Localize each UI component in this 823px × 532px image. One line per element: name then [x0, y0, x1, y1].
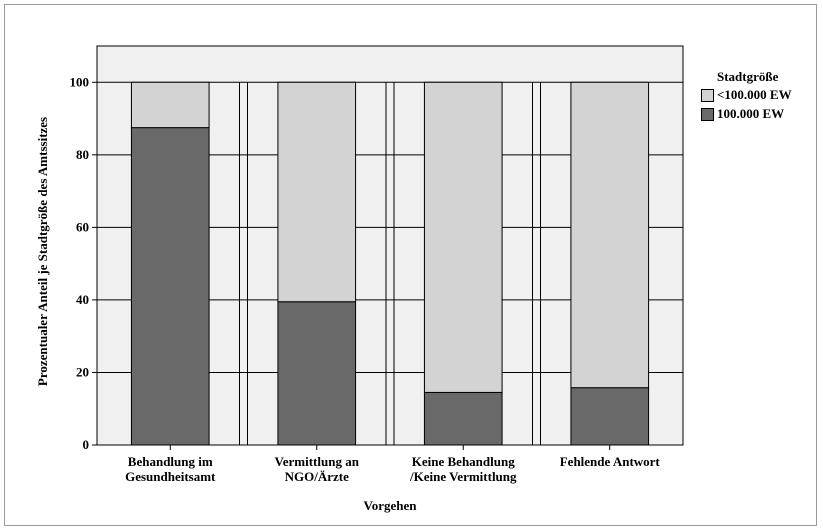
y-tick-label: 20	[76, 364, 89, 379]
x-tick-label: Vermittlung an	[275, 454, 360, 469]
legend-swatch-large-cities	[701, 107, 714, 121]
y-axis-label: Prozentualer Anteil je Stadtgröße des Am…	[35, 117, 50, 386]
legend-item-small-cities: <100.000 EW	[701, 87, 792, 103]
y-tick-label: 80	[76, 147, 89, 162]
x-axis-label: Vorgehen	[364, 498, 418, 513]
legend-swatch-small-cities	[701, 88, 714, 102]
bar-segment-large-cities-2	[277, 301, 357, 446]
bar-segment-large-cities-1	[130, 127, 210, 446]
bar-segment-small-cities-3	[423, 81, 503, 393]
legend-item-large-cities: 100.000 EW	[701, 106, 784, 122]
x-tick-label: Keine Behandlung	[412, 454, 515, 469]
bar-segment-small-cities-4	[570, 81, 650, 389]
bars	[130, 81, 650, 446]
y-tick-label: 100	[70, 74, 90, 89]
legend-label-small-cities: <100.000 EW	[717, 87, 792, 102]
x-tick-label: Fehlende Antwort	[560, 454, 661, 469]
bar-segment-large-cities-4	[570, 387, 650, 446]
y-tick-label: 0	[83, 437, 90, 452]
x-tick-label: Behandlung im	[128, 454, 213, 469]
x-tick-label: NGO/Ärzte	[285, 469, 349, 484]
bar-segment-large-cities-3	[423, 391, 503, 446]
legend-title: Stadtgröße	[717, 69, 779, 84]
bar-segment-small-cities-1	[130, 81, 210, 129]
chart-frame: 0 20 40 60 80 100 Behandlung im Gesundheitsamt V…	[4, 4, 817, 526]
legend-label-large-cities: 100.000 EW	[717, 106, 785, 121]
y-tick-label: 40	[76, 292, 89, 307]
x-tick-label: Gesundheitsamt	[125, 469, 216, 484]
y-tick-label: 60	[76, 219, 89, 234]
bar-segment-small-cities-2	[277, 81, 357, 303]
x-tick-label: /Keine Vermittlung	[409, 469, 517, 484]
